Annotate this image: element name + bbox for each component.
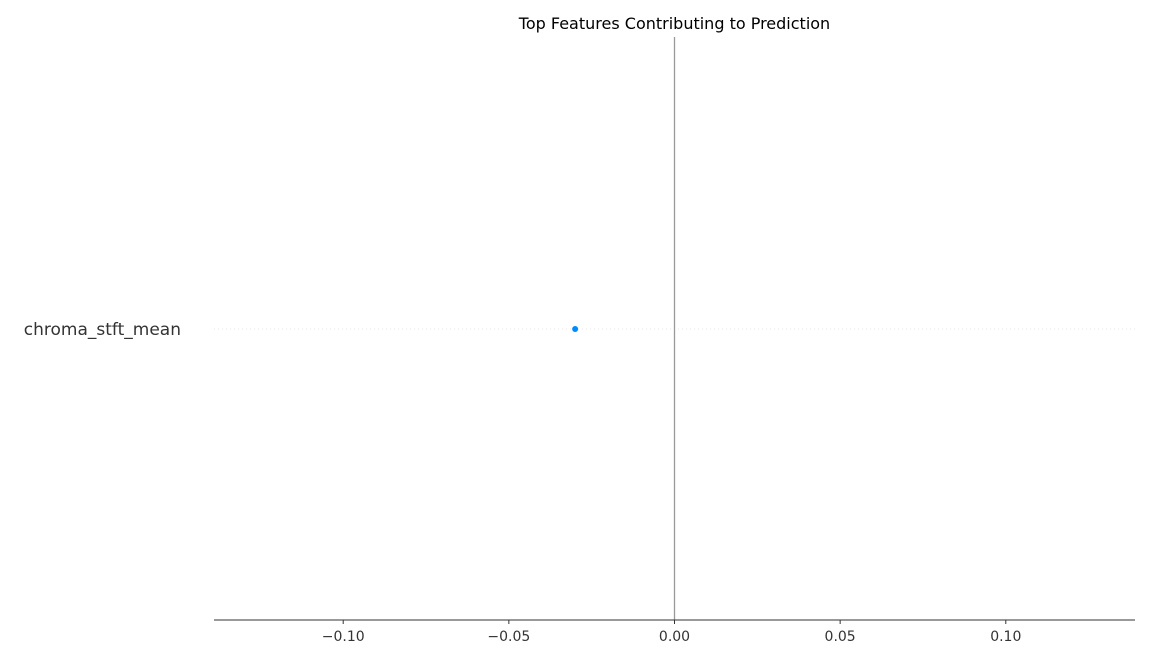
data-points <box>572 326 579 332</box>
x-tick-label: −0.05 <box>487 629 530 645</box>
feature-label-chroma_stft_mean: chroma_stft_mean <box>24 320 181 340</box>
x-axis-ticks: −0.10 −0.05 0.00 0.05 0.10 <box>322 620 1021 645</box>
feature-labels: chroma_stft_mean <box>24 320 181 340</box>
x-tick-label: 0.10 <box>990 629 1021 645</box>
data-point-chroma_stft_mean <box>572 326 579 332</box>
x-tick-label: 0.05 <box>825 629 856 645</box>
x-tick-label: 0.00 <box>659 629 690 645</box>
x-tick-label: −0.10 <box>322 629 365 645</box>
chart-title: Top Features Contributing to Prediction <box>518 14 830 33</box>
